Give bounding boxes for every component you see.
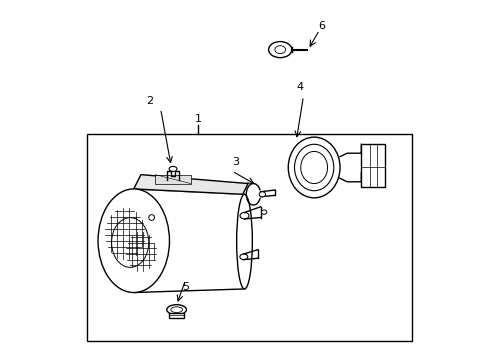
Ellipse shape <box>170 307 182 312</box>
Text: 4: 4 <box>296 82 303 92</box>
Text: 6: 6 <box>317 21 324 31</box>
Ellipse shape <box>169 166 177 171</box>
Bar <box>87 134 411 341</box>
Bar <box>168 313 184 318</box>
Ellipse shape <box>236 194 252 289</box>
Ellipse shape <box>287 137 339 198</box>
Ellipse shape <box>240 212 248 219</box>
Text: 5: 5 <box>182 282 189 292</box>
Circle shape <box>148 215 154 220</box>
Polygon shape <box>134 175 247 194</box>
Ellipse shape <box>294 144 333 191</box>
Ellipse shape <box>240 254 247 260</box>
Ellipse shape <box>268 41 291 58</box>
Ellipse shape <box>274 46 285 54</box>
Text: 2: 2 <box>146 96 153 107</box>
Ellipse shape <box>98 189 169 293</box>
Bar <box>155 175 190 184</box>
Ellipse shape <box>259 192 265 197</box>
Text: 1: 1 <box>194 114 201 124</box>
Text: 3: 3 <box>232 157 239 167</box>
Ellipse shape <box>300 152 327 184</box>
Ellipse shape <box>166 305 186 315</box>
Bar <box>361 144 384 187</box>
Ellipse shape <box>261 210 266 214</box>
